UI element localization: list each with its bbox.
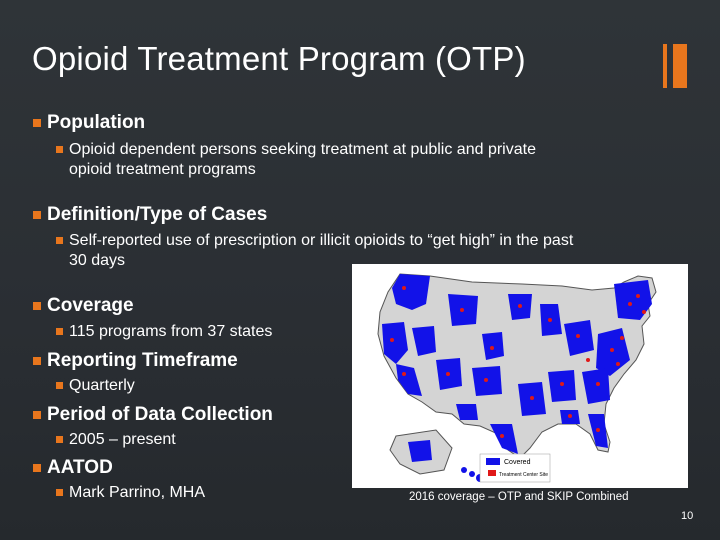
bullet-marker-icon (33, 411, 41, 419)
bullet-marker-icon (33, 357, 41, 365)
legend-site-swatch (488, 470, 496, 476)
bullet-reporting-timeframe: Reporting Timeframe (33, 350, 238, 372)
bullet-marker-icon (56, 328, 63, 335)
slide-title: Opioid Treatment Program (OTP) (32, 40, 526, 77)
bullet-marker-icon (33, 211, 41, 219)
sub-bullet-text: 30 days (69, 252, 126, 269)
legend-site-label: Treatment Center Site (499, 472, 548, 478)
legend-covered-label: Covered (504, 459, 531, 466)
sub-bullet-text: Opioid dependent persons seeking treatme… (69, 141, 536, 158)
bullet-heading: Reporting Timeframe (47, 350, 238, 371)
bullet-heading: Coverage (47, 295, 134, 316)
bullet-period: Period of Data Collection (33, 404, 273, 426)
sub-bullet: 2005 – present (56, 431, 176, 449)
us-mainland-shape (377, 273, 657, 459)
us-map-graphic: Covered Treatment Center Site (377, 273, 657, 483)
sub-bullet-text: Quarterly (69, 377, 135, 394)
bullet-coverage: Coverage (33, 295, 134, 317)
sub-bullet-text: Self-reported use of prescription or ill… (69, 232, 574, 249)
bullet-aatod: AATOD (33, 457, 113, 479)
sub-bullet-text: Mark Parrino, MHA (69, 484, 206, 501)
bullet-marker-icon (33, 119, 41, 127)
bullet-marker-icon (56, 436, 63, 443)
bullet-heading: Population (47, 112, 146, 133)
bullet-heading: Definition/Type of Cases (47, 204, 268, 225)
map-legend: Covered Treatment Center Site (479, 453, 551, 483)
bullet-marker-icon (33, 302, 41, 310)
map-caption: 2016 coverage – OTP and SKIP Combined (409, 491, 629, 503)
bullet-marker-icon (56, 382, 63, 389)
bullet-heading: Period of Data Collection (47, 404, 273, 425)
sub-bullet-continuation: 30 days (69, 252, 125, 270)
sub-bullet: Self-reported use of prescription or ill… (56, 232, 574, 250)
sub-bullet: Quarterly (56, 377, 135, 395)
sub-bullet-text: 115 programs from 37 states (69, 323, 273, 340)
sub-bullet: Mark Parrino, MHA (56, 484, 206, 502)
accent-bar-thin (663, 44, 667, 88)
sub-bullet: Opioid dependent persons seeking treatme… (56, 141, 536, 159)
page-number: 10 (681, 510, 694, 522)
treatment-sites (390, 286, 646, 438)
coverage-map: Covered Treatment Center Site (352, 264, 688, 488)
accent-bar-thick (673, 44, 687, 88)
bullet-definition: Definition/Type of Cases (33, 204, 268, 226)
bullet-marker-icon (56, 489, 63, 496)
legend-covered-swatch (486, 458, 500, 465)
sub-bullet-text: opioid treatment programs (69, 161, 256, 178)
sub-bullet-text: 2005 – present (69, 431, 176, 448)
bullet-marker-icon (33, 464, 41, 472)
bullet-heading: AATOD (47, 457, 113, 478)
bullet-marker-icon (56, 237, 63, 244)
bullet-marker-icon (56, 146, 63, 153)
sub-bullet-continuation: opioid treatment programs (69, 161, 256, 179)
bullet-population: Population (33, 112, 146, 134)
sub-bullet: 115 programs from 37 states (56, 323, 273, 341)
